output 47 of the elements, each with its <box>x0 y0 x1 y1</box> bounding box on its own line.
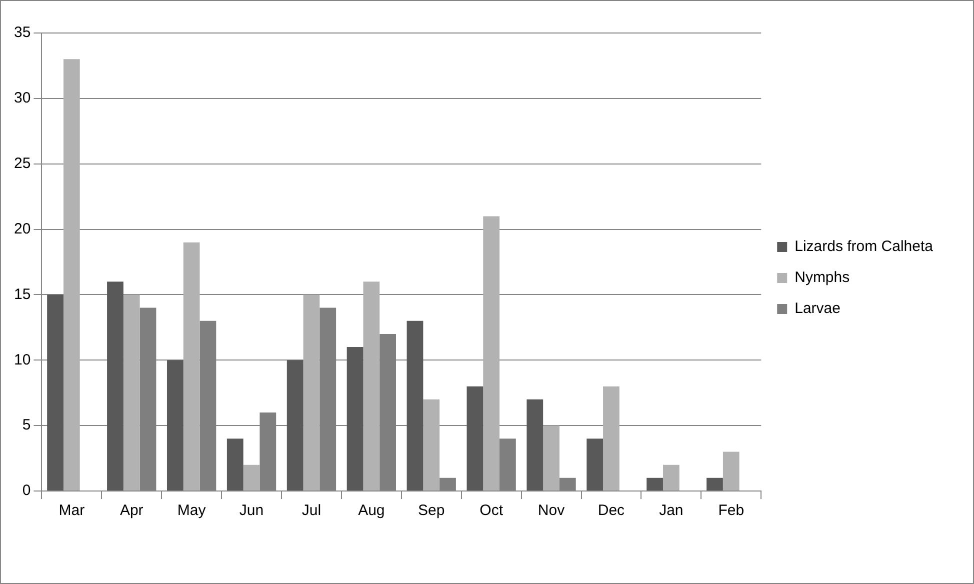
bar <box>423 399 440 490</box>
x-tick-label: Aug <box>358 502 385 520</box>
y-tick-label: 5 <box>22 416 31 434</box>
x-tick-label: Apr <box>120 502 144 520</box>
x-tick-label: Feb <box>718 502 744 520</box>
bar <box>526 399 544 490</box>
y-tick-label: 15 <box>14 286 31 303</box>
bar <box>183 242 200 490</box>
x-tick-label: Jan <box>659 502 684 520</box>
y-tick-label: 0 <box>22 482 31 500</box>
legend-label: Larvae <box>794 300 840 318</box>
bar <box>47 294 64 490</box>
x-tick-label: Dec <box>598 502 626 520</box>
y-tick-label: 10 <box>14 351 31 368</box>
bar <box>543 426 560 490</box>
y-tick-label: 25 <box>14 155 31 172</box>
y-tick-label: 35 <box>14 24 31 42</box>
x-tick-label: Mar <box>58 502 85 520</box>
bar <box>123 294 140 490</box>
x-tick-label: Nov <box>538 502 566 520</box>
bar <box>662 464 680 490</box>
x-tick-label: May <box>177 502 206 520</box>
y-tick-label: 30 <box>14 90 31 107</box>
bar <box>243 464 260 490</box>
legend-label: Nymphs <box>794 269 850 286</box>
bar <box>466 386 484 490</box>
y-tick-label: 20 <box>14 220 31 238</box>
x-tick-label: Jul <box>302 502 322 520</box>
bar <box>346 347 364 490</box>
x-tick-label: Sep <box>418 502 445 520</box>
legend-label: Lizards from Calheta <box>794 238 934 256</box>
bar <box>483 216 500 490</box>
bar <box>226 438 244 490</box>
x-tick-label: Jun <box>239 502 264 520</box>
bar <box>63 59 80 490</box>
x-tick-label: Oct <box>480 502 504 520</box>
bar <box>166 360 184 490</box>
bar <box>286 360 304 490</box>
bar <box>722 452 740 490</box>
bar <box>646 478 663 490</box>
bar <box>303 294 320 490</box>
bar <box>603 386 620 490</box>
bar <box>406 320 424 490</box>
bar <box>586 438 604 490</box>
bar <box>107 282 124 490</box>
bar <box>363 282 380 490</box>
bar <box>706 478 723 490</box>
